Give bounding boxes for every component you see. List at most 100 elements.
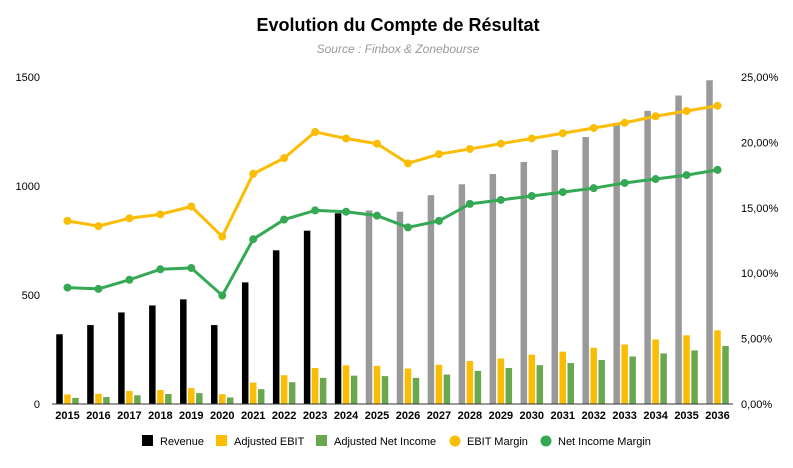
bar-adjusted-net-income	[505, 368, 513, 404]
x-tick-label: 2027	[427, 410, 451, 422]
legend-label-net-income-margin: Net Income Margin	[558, 436, 651, 448]
point-ebit-margin	[620, 118, 629, 127]
legend-swatch-revenue	[142, 435, 153, 446]
point-ebit-margin	[342, 134, 351, 143]
legend-label-ebit-margin: EBIT Margin	[467, 436, 528, 448]
legend-swatch-net-income-margin	[540, 435, 552, 447]
point-net-income-margin	[373, 211, 382, 220]
bar-revenue	[675, 95, 682, 404]
bar-adjusted-net-income	[288, 382, 296, 404]
bar-revenue	[458, 184, 466, 404]
x-tick-label: 2031	[551, 410, 575, 422]
bar-adjusted-net-income	[629, 356, 636, 404]
point-ebit-margin	[527, 134, 536, 143]
bar-adjusted-ebit	[404, 368, 412, 404]
x-tick-label: 2015	[55, 410, 79, 422]
point-net-income-margin	[125, 275, 134, 284]
bar-revenue	[211, 325, 218, 404]
x-tick-label: 2032	[581, 410, 605, 422]
legend-swatch-adjusted-ebit	[216, 435, 227, 446]
bar-revenue	[180, 299, 187, 404]
bar-adjusted-ebit	[621, 344, 628, 404]
point-ebit-margin	[589, 124, 598, 133]
bar-adjusted-net-income	[103, 397, 110, 404]
chart-subtitle: Source : Finbox & Zonebourse	[317, 42, 480, 56]
bar-adjusted-net-income	[196, 393, 203, 404]
point-net-income-margin	[651, 175, 660, 184]
bar-adjusted-net-income	[72, 397, 79, 404]
x-tick-label: 2022	[272, 410, 296, 422]
point-ebit-margin	[63, 216, 72, 225]
point-net-income-margin	[713, 165, 722, 174]
bar-adjusted-ebit	[157, 390, 164, 404]
bar-adjusted-ebit	[528, 354, 536, 404]
bar-adjusted-ebit	[219, 394, 226, 404]
bar-adjusted-ebit	[64, 394, 71, 404]
point-ebit-margin	[187, 202, 196, 211]
bar-revenue	[241, 282, 249, 404]
point-ebit-margin	[249, 169, 258, 178]
bar-revenue	[118, 312, 125, 404]
bar-adjusted-ebit	[342, 365, 350, 404]
point-net-income-margin	[156, 265, 165, 274]
bar-adjusted-net-income	[381, 376, 389, 404]
point-net-income-margin	[249, 235, 258, 244]
bar-revenue	[613, 123, 620, 405]
bar-adjusted-net-income	[691, 350, 698, 404]
point-ebit-margin	[713, 101, 722, 110]
bar-revenue	[272, 250, 280, 404]
bar-adjusted-net-income	[722, 346, 729, 404]
bar-adjusted-net-income	[412, 377, 420, 404]
x-tick-label: 2023	[303, 410, 327, 422]
point-net-income-margin	[434, 216, 443, 225]
bar-revenue	[365, 210, 373, 404]
point-net-income-margin	[558, 188, 567, 197]
bar-adjusted-ebit	[249, 382, 257, 404]
point-net-income-margin	[280, 215, 289, 224]
bar-adjusted-net-income	[598, 359, 605, 404]
point-net-income-margin	[682, 171, 691, 180]
point-net-income-margin	[465, 199, 474, 208]
bar-adjusted-ebit	[435, 364, 443, 404]
x-tick-label: 2019	[179, 410, 203, 422]
point-net-income-margin	[496, 195, 505, 204]
bar-adjusted-ebit	[280, 375, 288, 404]
point-ebit-margin	[373, 139, 382, 148]
x-tick-label: 2024	[334, 410, 359, 422]
point-ebit-margin	[94, 222, 103, 231]
bar-adjusted-ebit	[466, 361, 474, 404]
legend-label-adjusted-net-income: Adjusted Net Income	[334, 436, 436, 448]
bar-revenue	[87, 325, 94, 404]
bar-adjusted-net-income	[227, 397, 234, 404]
point-ebit-margin	[280, 154, 289, 163]
point-ebit-margin	[465, 144, 474, 153]
point-ebit-margin	[682, 107, 691, 116]
point-net-income-margin	[218, 291, 227, 300]
bar-revenue	[334, 213, 342, 404]
x-tick-label: 2034	[643, 410, 668, 422]
point-net-income-margin	[527, 192, 536, 201]
point-ebit-margin	[125, 214, 134, 223]
y-tick-label: 1000	[16, 181, 40, 193]
y2-tick-label: 20,00%	[741, 137, 779, 149]
bar-revenue	[149, 305, 156, 404]
bar-adjusted-ebit	[683, 335, 690, 404]
line-net-income-margin	[67, 168, 718, 297]
bar-revenue	[56, 334, 63, 404]
legend-label-adjusted-ebit: Adjusted EBIT	[234, 436, 305, 448]
point-net-income-margin	[311, 206, 320, 215]
bar-adjusted-net-income	[134, 395, 141, 404]
bar-adjusted-ebit	[95, 393, 102, 404]
x-tick-label: 2029	[489, 410, 513, 422]
bar-adjusted-net-income	[536, 365, 544, 404]
point-net-income-margin	[620, 178, 629, 187]
bar-revenue	[644, 110, 651, 404]
bar-adjusted-net-income	[165, 393, 172, 404]
bar-adjusted-ebit	[590, 347, 597, 404]
bar-adjusted-net-income	[474, 370, 482, 404]
legend-swatch-adjusted-net-income	[316, 435, 327, 446]
bar-adjusted-ebit	[373, 365, 381, 404]
bar-adjusted-net-income	[567, 363, 574, 404]
point-net-income-margin	[187, 263, 196, 272]
